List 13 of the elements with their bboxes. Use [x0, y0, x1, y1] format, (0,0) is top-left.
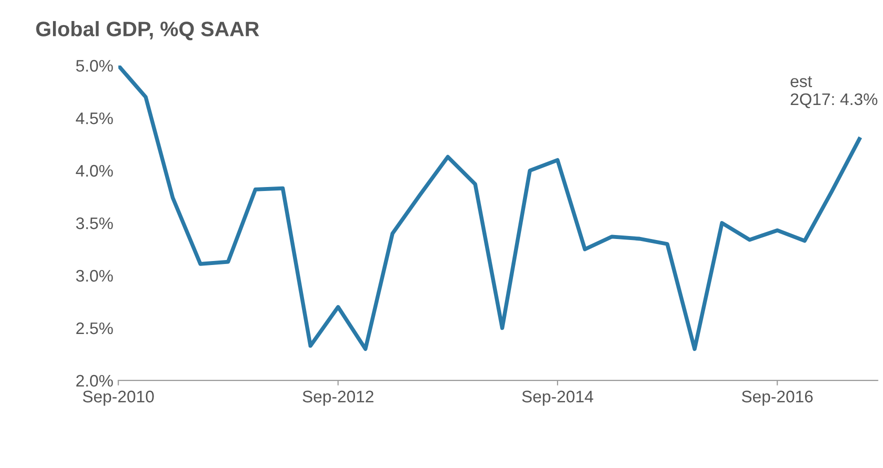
- chart-title: Global GDP, %Q SAAR: [36, 21, 260, 40]
- x-tick-label: Sep-2016: [742, 390, 813, 406]
- y-tick-label: 5.0%: [76, 60, 113, 72]
- y-tick-label: 4.0%: [76, 164, 113, 177]
- y-tick-label: 3.0%: [76, 270, 113, 282]
- x-tick-label: Sep-2014: [522, 390, 594, 406]
- y-tick-label: 2.5%: [76, 322, 113, 334]
- y-tick-label: 3.5%: [76, 217, 113, 230]
- y-tick-label: 2.0%: [76, 374, 113, 387]
- annotation: est 2Q17: 4.3%: [790, 76, 878, 108]
- x-tick-label: Sep-2010: [82, 390, 154, 406]
- x-tick-label: Sep-2012: [302, 390, 374, 406]
- y-tick-label: 4.5%: [76, 112, 113, 124]
